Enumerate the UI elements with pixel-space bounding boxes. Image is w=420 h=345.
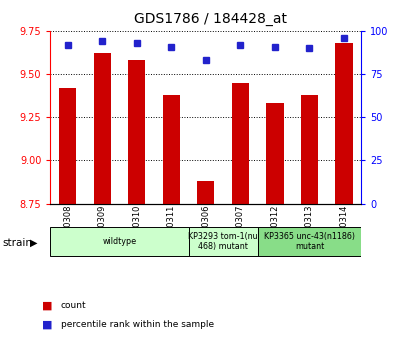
FancyBboxPatch shape — [257, 227, 361, 256]
Bar — [301, 95, 318, 204]
Bar — [335, 43, 352, 204]
Text: ■: ■ — [42, 300, 52, 310]
Text: strain: strain — [2, 238, 32, 248]
Text: count: count — [61, 301, 87, 310]
Text: KP3365 unc-43(n1186)
mutant: KP3365 unc-43(n1186) mutant — [264, 232, 355, 251]
FancyBboxPatch shape — [50, 227, 189, 256]
Text: GDS1786 / 184428_at: GDS1786 / 184428_at — [134, 12, 286, 26]
Bar — [163, 95, 180, 204]
Text: KP3293 tom-1(nu
468) mutant: KP3293 tom-1(nu 468) mutant — [188, 232, 258, 251]
Bar — [94, 53, 111, 204]
Bar — [266, 104, 284, 204]
Bar — [232, 83, 249, 204]
Bar — [197, 181, 215, 204]
Text: wildtype: wildtype — [102, 237, 136, 246]
Text: ■: ■ — [42, 319, 52, 329]
Bar — [59, 88, 76, 204]
FancyBboxPatch shape — [189, 227, 257, 256]
Text: percentile rank within the sample: percentile rank within the sample — [61, 320, 214, 329]
Text: ▶: ▶ — [30, 238, 38, 248]
Bar — [128, 60, 145, 204]
